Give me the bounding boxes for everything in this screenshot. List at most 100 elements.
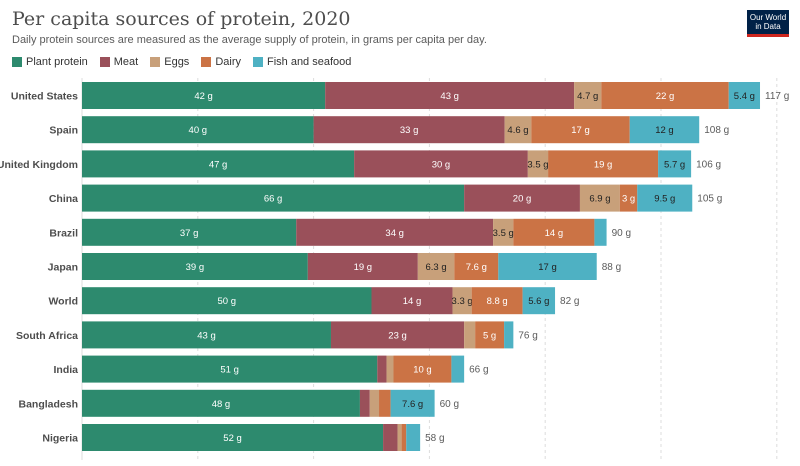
total-label: 66 g (469, 365, 488, 376)
bar-segment-eggs[interactable] (527, 150, 549, 178)
data-label: 5 g (483, 330, 496, 341)
data-label: 3 g (622, 194, 635, 205)
bar-row[interactable]: World 50 g 14 g 3.3 g 8.8 g 5.6 g 82 g (48, 287, 580, 315)
category-label: Bangladesh (18, 398, 78, 410)
bar-segment-fish-and-seafood[interactable] (658, 150, 692, 178)
bar-segment-fish-and-seafood[interactable] (498, 253, 597, 280)
bar-segment-eggs[interactable] (417, 253, 455, 280)
legend-swatch-fish (252, 57, 263, 67)
data-label: 39 g (186, 262, 205, 273)
total-label: 60 g (440, 399, 459, 410)
legend-swatch-plant (12, 57, 22, 67)
legend-item-eggs[interactable]: Eggs (150, 56, 189, 68)
bar-segment-plant-protein[interactable] (82, 184, 465, 212)
bar-segment-plant-protein[interactable] (82, 321, 331, 349)
bar-segment-fish-and-seafood[interactable] (594, 218, 607, 246)
bar-segment-meat[interactable] (371, 287, 453, 315)
legend-label-plant: Plant protein (26, 56, 88, 68)
category-label: South Africa (16, 330, 78, 342)
legend-label-meat: Meat (113, 56, 139, 68)
bar-segment-dairy[interactable] (471, 287, 523, 315)
data-label: 14 g (403, 296, 422, 307)
bar-segment-plant-protein[interactable] (82, 287, 372, 315)
bar-segment-dairy[interactable] (393, 355, 452, 383)
bar-segment-eggs[interactable] (579, 184, 620, 212)
bar-segment-plant-protein[interactable] (82, 355, 378, 383)
bar-segment-fish-and-seafood[interactable] (522, 287, 556, 315)
bar-row[interactable]: Brazil 37 g 34 g 3.5 g 14 g 90 g (49, 218, 631, 246)
bar-segment-dairy[interactable] (513, 218, 595, 246)
bar-segment-fish-and-seafood[interactable] (504, 321, 514, 349)
bar-row[interactable]: India 51 g 10 g 66 g (53, 355, 489, 383)
bar-segment-fish-and-seafood[interactable] (728, 82, 761, 109)
bar-segment-plant-protein[interactable] (82, 82, 326, 109)
bar-segment-eggs[interactable] (574, 82, 602, 109)
bar-segment-plant-protein[interactable] (82, 424, 384, 451)
legend-item-fish[interactable]: Fish and seafood (252, 56, 351, 68)
data-label: 3.5 g (527, 159, 548, 170)
bar-segment-meat[interactable] (464, 184, 580, 212)
total-label: 58 g (425, 433, 444, 444)
total-label: 82 g (560, 296, 579, 307)
data-label: 47 g (209, 159, 228, 170)
bar-segment-fish-and-seafood[interactable] (390, 389, 435, 417)
data-label: 33 g (400, 125, 419, 136)
bar-row[interactable]: Spain 40 g 33 g 4.6 g 17 g 12 g 108 g (49, 116, 729, 144)
bar-segment-plant-protein[interactable] (82, 116, 314, 144)
bar-row[interactable]: Japan 39 g 19 g 6.3 g 7.6 g 17 g 88 g (48, 253, 622, 280)
bar-segment-plant-protein[interactable] (82, 150, 355, 178)
bar-segment-dairy[interactable] (475, 321, 505, 349)
bar-segment-fish-and-seafood[interactable] (406, 424, 421, 451)
bar-segment-dairy[interactable] (531, 116, 630, 144)
bar-segment-eggs[interactable] (464, 321, 476, 349)
bar-segment-meat[interactable] (383, 424, 398, 451)
bar-row[interactable]: United States 42 g 43 g 4.7 g 22 g 5.4 g 117 g (11, 82, 789, 109)
bar-segment-eggs[interactable] (493, 218, 514, 246)
bar-segment-dairy[interactable] (379, 389, 391, 417)
bar-segment-fish-and-seafood[interactable] (637, 184, 693, 212)
legend-item-plant[interactable]: Plant protein (12, 56, 88, 68)
category-label: China (49, 193, 78, 205)
bar-row[interactable]: South Africa 43 g 23 g 5 g 76 g (16, 321, 538, 349)
bar-segment-eggs[interactable] (397, 424, 402, 451)
legend-item-dairy[interactable]: Dairy (201, 56, 241, 68)
category-label: United Kingdom (0, 159, 78, 171)
legend-item-meat[interactable]: Meat (99, 56, 139, 68)
bar-segment-meat[interactable] (330, 321, 465, 349)
bar-row[interactable]: Bangladesh 48 g 7.6 g 60 g (18, 389, 459, 417)
legend: Plant protein Meat Eggs Dairy Fish and s… (12, 56, 363, 68)
bar-row[interactable]: Nigeria 52 g 58 g (42, 424, 445, 451)
bar-segment-eggs[interactable] (452, 287, 472, 315)
data-label: 6.3 g (425, 262, 446, 273)
bar-row[interactable]: United Kingdom 47 g 30 g 3.5 g 19 g 5.7 g 106 … (0, 150, 721, 178)
bar-segment-fish-and-seafood[interactable] (629, 116, 700, 144)
bar-segment-dairy[interactable] (601, 82, 729, 109)
bar-segment-meat[interactable] (325, 82, 575, 109)
bar-segment-dairy[interactable] (401, 424, 407, 451)
bar-row[interactable]: China 66 g 20 g 6.9 g 3 g 9.5 g 105 g (49, 184, 722, 212)
total-label: 105 g (697, 194, 722, 205)
owid-logo[interactable]: Our World in Data (747, 10, 789, 37)
data-label: 43 g (197, 330, 216, 341)
bar-segment-dairy[interactable] (619, 184, 638, 212)
data-label: 10 g (413, 365, 432, 376)
bar-segment-dairy[interactable] (454, 253, 499, 280)
bar-segment-meat[interactable] (307, 253, 418, 280)
data-label: 34 g (385, 228, 404, 239)
data-label: 52 g (223, 433, 242, 444)
bar-segment-plant-protein[interactable] (82, 218, 297, 246)
category-label: World (48, 296, 78, 308)
bar-segment-meat[interactable] (296, 218, 494, 246)
bar-segment-meat[interactable] (313, 116, 505, 144)
bar-segment-plant-protein[interactable] (82, 253, 308, 280)
bar-segment-fish-and-seafood[interactable] (451, 355, 465, 383)
bar-segment-eggs[interactable] (386, 355, 394, 383)
bar-segment-plant-protein[interactable] (82, 389, 360, 417)
bar-segment-dairy[interactable] (548, 150, 659, 178)
bar-segment-eggs[interactable] (504, 116, 532, 144)
bar-segment-meat[interactable] (354, 150, 528, 178)
bar-segment-eggs[interactable] (369, 389, 380, 417)
data-label: 4.7 g (577, 91, 598, 102)
bar-segment-meat[interactable] (359, 389, 370, 417)
bar-segment-meat[interactable] (377, 355, 387, 383)
